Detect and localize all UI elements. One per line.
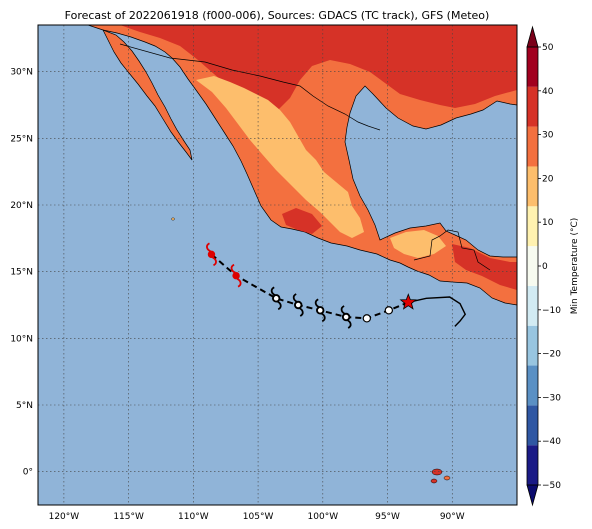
colorbar-segment [527,445,538,485]
colorbar-tick-label: 20 [542,174,554,184]
colorbar-segment [527,365,538,406]
colorbar-tick-label: −50 [542,481,561,491]
map-panel [38,25,517,505]
island-revillagigedo [171,217,175,221]
lat-tick-label: 5°N [16,401,33,411]
colorbar-tick-label: −20 [542,350,561,360]
map-frame [37,24,518,506]
colorbar-tick-label: 30 [542,131,554,141]
colorbar-segment [527,47,538,87]
colorbar-tick-label: 50 [542,43,554,53]
colorbar-extend-top [526,25,539,48]
guatemala-border [413,229,491,271]
observed-track-line [408,296,467,327]
colorbar: 50 40 30 20 10 0 −10 −20 −30 −40 −50 [526,25,561,507]
lon-tick-label: 110°W [178,512,209,522]
longitude-labels: 120°W 115°W 110°W 105°W 100°W 95°W 90°W [49,512,465,522]
colorbar-segment [527,325,538,366]
colorbar-segment [527,86,538,127]
colorbar-segment [527,126,538,167]
figure-title: Forecast of 2022061918 (f000-006), Sourc… [65,9,490,22]
colorbar-extend-bottom [526,484,539,507]
islands-galapagos-2 [443,475,451,481]
colorbar-label: Min Temperature (°C) [570,218,580,315]
colorbar-segment [527,405,538,446]
forecast-storm-symbol-icon [230,263,242,288]
gridlines [38,25,517,505]
lat-tick-label: 25°N [10,134,33,144]
lat-tick-label: 15°N [10,268,33,278]
storm-symbol-icon [270,286,282,311]
colorbar-segment [527,206,538,247]
lon-tick-label: 115°W [113,512,144,522]
hot-zone-south [282,208,322,234]
lat-tick-label: 20°N [10,201,33,211]
lat-tick-label: 10°N [10,334,33,344]
track-point [362,314,372,323]
storm-symbol-icon [292,293,304,317]
colorbar-segment [527,285,538,326]
islands-galapagos-1 [431,468,443,476]
current-position-star-icon [399,293,417,310]
latitude-labels: 30°N 25°N 20°N 15°N 10°N 5°N 0° [10,68,33,478]
colorbar-tick-label: 0 [542,262,548,272]
us-mexico-border [119,43,381,131]
colorbar-tick-label: −10 [542,306,561,316]
lon-tick-label: 120°W [49,512,80,522]
islands-galapagos-3 [430,478,438,484]
storm-symbol-icon [314,298,326,323]
lon-tick-label: 100°W [308,512,339,522]
highlands [196,76,364,238]
land-baja [102,29,193,161]
hot-zone-east [452,244,517,290]
colorbar-tick-label: 40 [542,87,554,97]
track-point [384,306,394,315]
storm-symbol-icon [340,305,352,329]
colorbar-tick-label: 10 [542,218,554,228]
lat-tick-label: 0° [23,468,33,478]
storm-track [206,242,467,329]
lon-tick-label: 105°W [243,512,274,522]
colorbar-segment [527,166,538,207]
colorbar-tick-label: −30 [542,393,561,403]
forecast-storm-symbol-icon [206,242,217,267]
highlands-south [390,230,446,258]
lat-tick-label: 30°N [10,68,33,78]
lon-tick-label: 95°W [375,512,400,522]
colorbar-segment [527,246,538,286]
colorbar-tick-label: −40 [542,437,561,447]
hot-zone-north [120,25,517,116]
lon-tick-label: 90°W [440,512,465,522]
